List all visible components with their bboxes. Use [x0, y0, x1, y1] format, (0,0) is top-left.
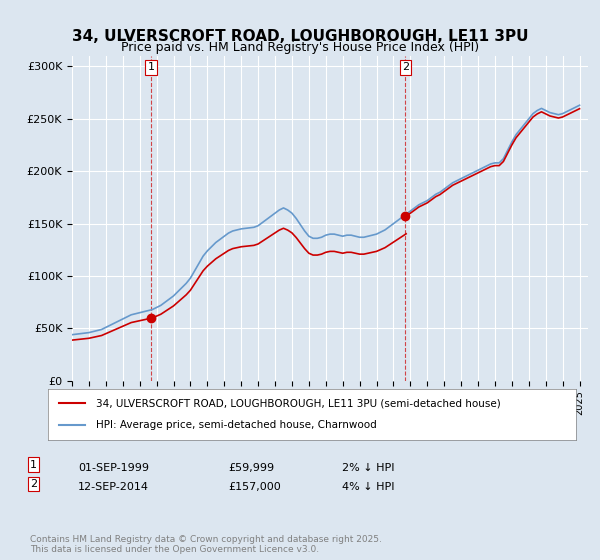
- Text: £157,000: £157,000: [228, 482, 281, 492]
- Text: 01-SEP-1999: 01-SEP-1999: [78, 463, 149, 473]
- Text: 1: 1: [30, 460, 37, 470]
- Text: 34, ULVERSCROFT ROAD, LOUGHBOROUGH, LE11 3PU (semi-detached house): 34, ULVERSCROFT ROAD, LOUGHBOROUGH, LE11…: [95, 398, 500, 408]
- Text: £59,999: £59,999: [228, 463, 274, 473]
- Text: HPI: Average price, semi-detached house, Charnwood: HPI: Average price, semi-detached house,…: [95, 421, 376, 431]
- Text: Price paid vs. HM Land Registry's House Price Index (HPI): Price paid vs. HM Land Registry's House …: [121, 41, 479, 54]
- Text: Contains HM Land Registry data © Crown copyright and database right 2025.
This d: Contains HM Land Registry data © Crown c…: [30, 535, 382, 554]
- Text: 2% ↓ HPI: 2% ↓ HPI: [342, 463, 395, 473]
- Text: 12-SEP-2014: 12-SEP-2014: [78, 482, 149, 492]
- Text: 1: 1: [148, 63, 155, 72]
- Text: 2: 2: [30, 479, 37, 489]
- Text: 4% ↓ HPI: 4% ↓ HPI: [342, 482, 395, 492]
- Text: 2: 2: [402, 63, 409, 72]
- Text: 34, ULVERSCROFT ROAD, LOUGHBOROUGH, LE11 3PU: 34, ULVERSCROFT ROAD, LOUGHBOROUGH, LE11…: [72, 29, 528, 44]
